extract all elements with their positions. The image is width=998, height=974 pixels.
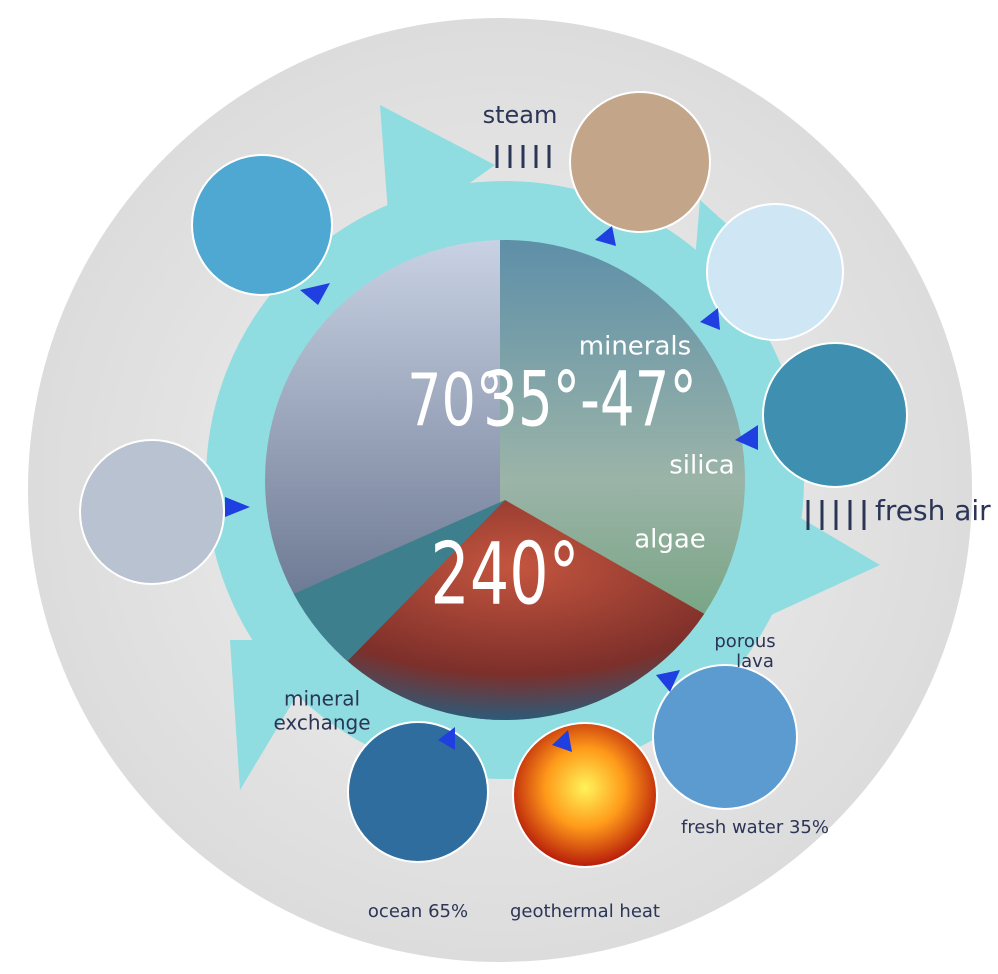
photo-circles [79, 91, 908, 868]
label-temp-right: 35°-47° [483, 356, 697, 444]
label-silica: silica [669, 451, 734, 481]
label-temp-bottom: 240° [430, 523, 579, 624]
label-geothermal-heat: geothermal heat [510, 901, 660, 922]
label-fresh-water: fresh water 35% [681, 817, 829, 838]
label-lava: lava [736, 651, 774, 672]
label-fresh-air: fresh air [875, 494, 991, 527]
steam-arrows [495, 145, 866, 530]
label-mineral: mineral [284, 687, 360, 711]
label-algae: algae [634, 525, 706, 555]
label-exchange: exchange [273, 711, 370, 735]
pointers [225, 226, 758, 752]
label-ocean: ocean 65% [368, 901, 468, 922]
label-porous: porous [714, 631, 775, 652]
label-minerals: minerals [579, 332, 691, 362]
label-temp-left: 70° [407, 359, 503, 443]
label-steam: steam [483, 101, 558, 129]
